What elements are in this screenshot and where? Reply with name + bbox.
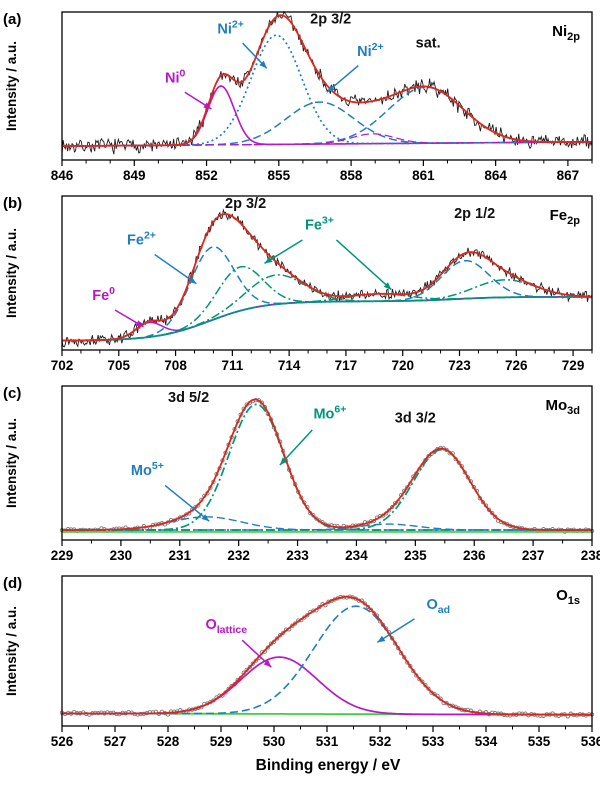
x-tick-label: 235	[404, 548, 427, 563]
x-tick-label: 532	[369, 734, 392, 749]
x-tick-label: 531	[316, 734, 339, 749]
x-tick-label: 232	[227, 548, 250, 563]
annotation-label: Oad	[427, 597, 451, 616]
x-tick-label: 528	[157, 734, 180, 749]
xps-spectrum-mo-3d: 229 230 231 232 233 234 235 236 237 238 Intensity …	[3, 385, 600, 563]
annotation-label: Mo6+	[313, 403, 346, 422]
annotation-arrowhead	[279, 457, 288, 465]
x-tick-label: 231	[169, 548, 192, 563]
annotation-label: Ni2+	[357, 41, 383, 60]
x-tick-label: 729	[562, 358, 585, 373]
x-tick-label: 535	[528, 734, 551, 749]
annotation-arrowhead	[188, 276, 197, 284]
panel-letter: (a)	[3, 11, 21, 28]
annotation-label: 3d 3/2	[395, 411, 436, 427]
x-tick-label: 527	[104, 734, 127, 749]
x-tick-label: 711	[221, 358, 243, 373]
fit-envelope	[62, 14, 592, 147]
x-tick-label: 846	[51, 168, 74, 183]
x-tick-label: 238	[581, 548, 600, 563]
fit-envelope	[61, 213, 592, 342]
x-tick-label: 236	[463, 548, 486, 563]
x-tick-label: 534	[475, 734, 498, 749]
annotation-arrowhead	[327, 85, 335, 93]
xps-spectrum-fe-2p: 702 705 708 711 714 717 720 723 726 729 Intensity …	[3, 195, 593, 373]
x-axis-label: Binding energy / eV	[255, 757, 401, 774]
fit-envelope	[61, 596, 592, 716]
panel-b: 702 705 708 711 714 717 720 723 726 729 Intensity …	[0, 188, 600, 378]
annotation-label: Fe2+	[127, 229, 156, 248]
annotation-arrowhead	[203, 102, 212, 109]
x-tick-label: 861	[412, 168, 435, 183]
component-peak	[61, 279, 592, 342]
corner-element-label: Ni2p	[552, 23, 580, 43]
annotation-label: Fe0	[92, 285, 115, 304]
x-tick-label: 720	[391, 358, 414, 373]
y-axis-label: Intensity / a.u.	[4, 418, 19, 508]
fit-envelope	[62, 398, 592, 531]
x-tick-label: 714	[278, 358, 301, 373]
panel-a: 846 849 852 855 858 861 864 867 Intensity / a.u.…	[0, 4, 600, 188]
annotation-arrowhead	[259, 60, 267, 69]
annotation-label: 2p 3/2	[225, 196, 266, 212]
x-tick-label: 726	[505, 358, 528, 373]
x-tick-label: 237	[522, 548, 545, 563]
x-tick-label: 533	[422, 734, 445, 749]
corner-element-label: Fe2p	[550, 207, 581, 227]
annotation-label: Ni2+	[217, 18, 243, 37]
x-tick-label: 855	[268, 168, 291, 183]
annotation-arrowhead	[263, 659, 272, 668]
x-tick-label: 708	[164, 358, 187, 373]
corner-element-label: Mo3d	[545, 397, 580, 417]
y-axis-label: Intensity / a.u.	[4, 228, 19, 318]
annotation-label: 3d 5/2	[168, 390, 209, 406]
x-tick-label: 867	[557, 168, 580, 183]
panel-letter: (b)	[3, 195, 22, 212]
annotation-arrowhead	[264, 256, 273, 264]
annotation-label: Fe3+	[305, 215, 334, 234]
annotation-arrow	[164, 484, 210, 522]
x-tick-label: 526	[51, 734, 74, 749]
x-tick-label: 233	[286, 548, 309, 563]
x-tick-label: 230	[110, 548, 133, 563]
x-tick-label: 717	[335, 358, 358, 373]
x-tick-label: 852	[195, 168, 218, 183]
annotation-arrowhead	[135, 320, 144, 327]
x-tick-label: 234	[345, 548, 368, 563]
annotation-arrow	[335, 239, 392, 291]
annotation-arrowhead	[377, 635, 386, 643]
y-axis-label: Intensity / a.u.	[4, 606, 19, 696]
panel-letter: (d)	[3, 575, 22, 592]
x-tick-label: 229	[51, 548, 74, 563]
x-tick-label: 864	[484, 168, 507, 183]
x-tick-label: 705	[108, 358, 131, 373]
x-tick-label: 529	[210, 734, 233, 749]
xps-spectrum-o-1s: 526 527 528 529 530 531 532 533 534 535 536 Intensi…	[3, 575, 600, 749]
annotation-arrowhead	[383, 282, 392, 290]
annotation-arrow	[279, 429, 313, 466]
xps-spectrum-ni-2p: 846 849 852 855 858 861 864 867 Intensity / a.u.…	[3, 10, 593, 183]
x-tick-label: 530	[263, 734, 286, 749]
annotation-label: Olattice	[205, 617, 247, 636]
x-tick-label: 849	[123, 168, 146, 183]
annotation-label: sat.	[416, 35, 441, 51]
annotation-label: 2p 1/2	[454, 206, 495, 222]
annotation-label: 2p 3/2	[310, 12, 351, 28]
panel-d: 526 527 528 529 530 531 532 533 534 535 536 Intensi…	[0, 568, 600, 754]
annotation-arrowhead	[201, 514, 210, 522]
component-peak	[62, 34, 592, 147]
annotation-arrow	[154, 253, 197, 285]
x-tick-label: 858	[340, 168, 363, 183]
x-tick-label: 536	[581, 734, 600, 749]
panel-c: 229 230 231 232 233 234 235 236 237 238 Intensity …	[0, 378, 600, 568]
x-tick-label: 702	[51, 358, 74, 373]
y-axis-label: Intensity / a.u.	[4, 41, 19, 131]
panel-letter: (c)	[3, 385, 21, 402]
annotation-label: Mo5+	[131, 460, 164, 479]
x-tick-label: 723	[448, 358, 471, 373]
corner-element-label: O1s	[556, 587, 580, 607]
annotation-label: Ni0	[165, 67, 186, 86]
